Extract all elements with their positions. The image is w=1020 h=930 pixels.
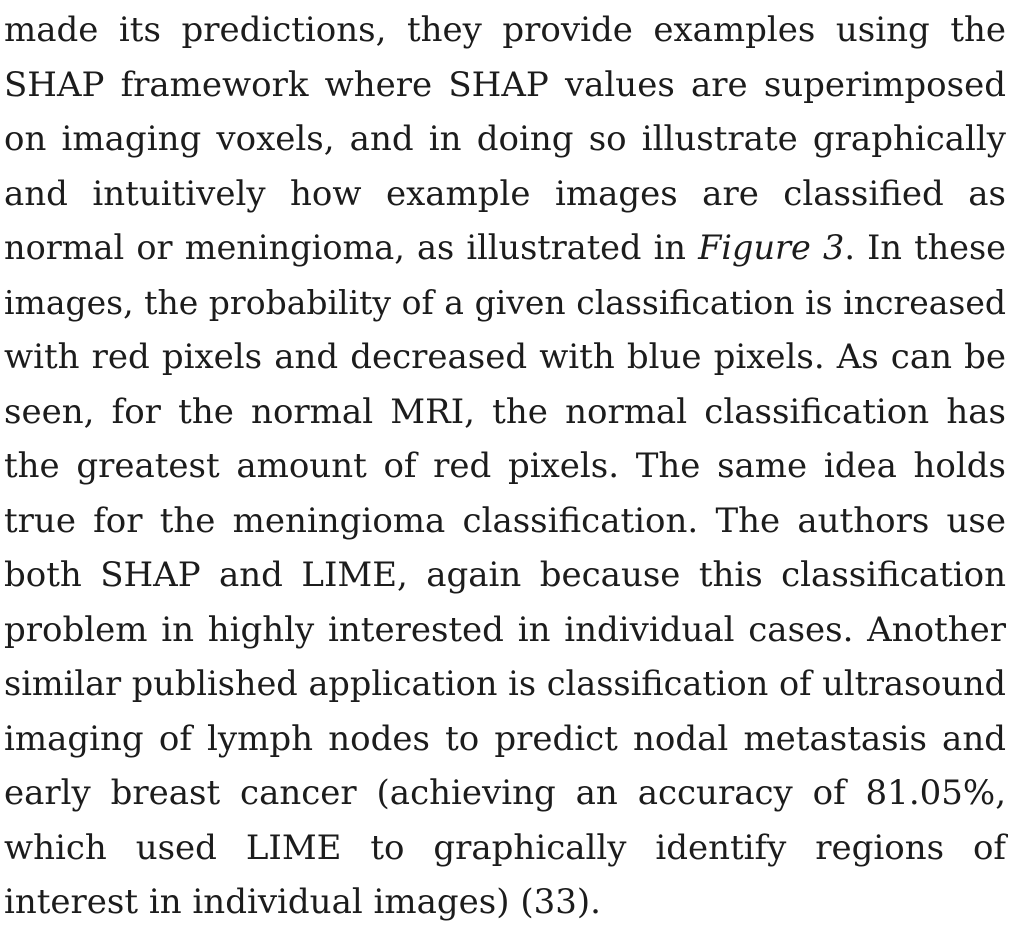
text-line-17: interest in individual images) (33).	[4, 882, 601, 922]
text-line-2: SHAP framework where SHAP values are sup…	[4, 64, 1006, 105]
figure-reference-link[interactable]: Figure 3	[698, 228, 845, 267]
text-line-14: imaging of lymph nodes to predict nodal …	[4, 718, 1006, 759]
text-line-12: problem in highly interested in individu…	[4, 609, 1006, 650]
text-line-5-after: . In these	[844, 228, 1007, 267]
text-line-5-before: normal or meningioma, as illustrated in	[4, 228, 699, 267]
text-line-3: on imaging voxels, and in doing so illus…	[4, 119, 1006, 159]
text-line-16: which used LIME to graphically identify …	[4, 827, 1006, 868]
text-line-6: images, the probability of a given class…	[4, 282, 1006, 322]
text-line-1: made its predictions, they provide examp…	[4, 10, 1006, 50]
text-line-9: the greatest amount of red pixels. The s…	[4, 446, 1006, 486]
text-line-5: normal or meningioma, as illustrated in …	[4, 221, 1006, 276]
text-line-15: early breast cancer (achieving an accura…	[4, 773, 1006, 813]
text-line-10: true for the meningioma classification. …	[4, 500, 1006, 541]
text-line-4: and intuitively how example images are c…	[4, 173, 1006, 214]
paper-paragraph: made its predictions, they provide examp…	[4, 3, 1006, 930]
text-line-8: seen, for the normal MRI, the normal cla…	[4, 391, 1006, 432]
text-line-11: both SHAP and LIME, again because this c…	[4, 555, 1006, 595]
text-line-13: similar published application is classif…	[4, 664, 1006, 703]
text-line-7: with red pixels and decreased with blue …	[4, 337, 1006, 377]
